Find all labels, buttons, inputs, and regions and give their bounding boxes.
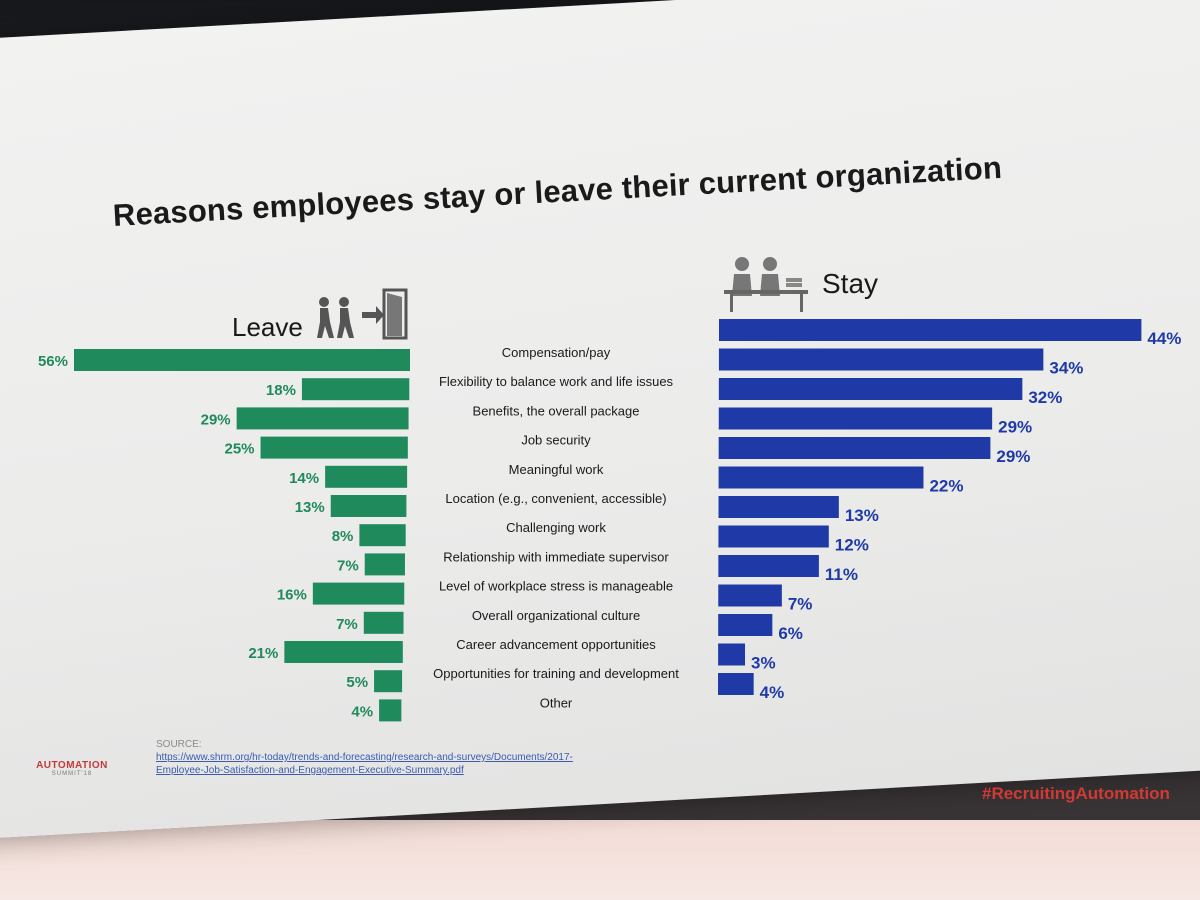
stay-bar [718,555,819,577]
exit-door-icon [362,288,408,340]
people-at-desk-icon [724,257,808,312]
stay-bar [718,673,754,695]
category-label: Challenging work [506,520,606,535]
logo-line-1: AUTOMATION [36,760,108,771]
source-link-line-2[interactable]: Employee-Job-Satisfaction-and-Engagement… [156,765,464,776]
leave-label: Leave [232,312,303,342]
category-label: Relationship with immediate supervisor [443,549,669,564]
hashtag: #RecruitingAutomation [982,784,1170,803]
leave-value-label: 18% [266,382,296,399]
leave-value-label: 4% [351,703,373,720]
leave-value-label: 21% [248,645,278,662]
category-label: Job security [521,433,591,448]
stay-bar [718,525,829,548]
leave-value-label: 7% [337,557,359,574]
stay-value-label: 13% [845,506,879,525]
leave-bar [363,611,404,634]
category-label: Overall organizational culture [472,608,640,623]
category-label: Level of workplace stress is manageable [439,579,673,594]
stay-bar [718,584,782,607]
stay-value-label: 44% [1147,329,1181,348]
stay-bar [718,348,1044,371]
leave-bar [325,465,408,488]
leave-bar [379,699,402,722]
leave-value-label: 8% [332,528,354,545]
automation-summit-logo: AUTOMATION SUMMIT'18 [32,760,112,777]
leave-value-label: 29% [201,411,231,428]
logo-line-2: SUMMIT'18 [51,771,93,777]
leave-value-label: 13% [295,499,325,516]
leave-bar [330,495,407,517]
leave-bar [374,670,403,693]
category-label: Location (e.g., convenient, accessible) [445,491,666,506]
floor-glow [0,820,1200,900]
source-heading: SOURCE: [156,739,202,750]
stay-bar [718,643,746,666]
stay-bar [718,614,773,636]
stay-value-label: 32% [1028,388,1062,407]
stay-bar [718,466,924,489]
stay-value-label: 3% [751,654,776,673]
source-link-line-1[interactable]: https://www.shrm.org/hr-today/trends-and… [156,752,573,763]
category-label: Other [540,695,573,710]
stay-value-label: 4% [760,683,785,702]
category-label: Meaningful work [509,462,604,477]
category-label: Flexibility to balance work and life iss… [439,374,674,389]
stay-value-label: 29% [996,447,1030,466]
leave-bar [301,378,410,401]
leave-value-label: 7% [336,616,358,633]
leave-value-label: 56% [38,353,68,370]
leave-value-label: 14% [289,470,319,487]
leave-bar [364,553,405,576]
category-label: Compensation/pay [502,345,611,360]
source-block: SOURCE: https://www.shrm.org/hr-today/tr… [156,738,573,777]
stay-value-label: 34% [1049,359,1083,378]
category-label: Career advancement opportunities [456,637,656,652]
stay-value-label: 22% [929,477,963,496]
stay-bar [718,407,993,430]
leave-bar [359,524,406,547]
stay-value-label: 7% [788,595,813,614]
stay-bar [719,319,1142,341]
stay-value-label: 29% [998,418,1032,437]
stay-bar [718,437,991,459]
leave-bar [284,641,403,663]
leave-bar [260,436,408,459]
leave-bar [236,407,409,430]
category-label: Opportunities for training and developme… [433,666,679,681]
leave-value-label: 16% [277,587,307,604]
category-label: Benefits, the overall package [473,403,640,418]
stay-bar [718,378,1023,400]
stay-value-label: 6% [778,624,803,643]
stay-bar [718,496,839,518]
stay-value-label: 11% [825,565,858,584]
leave-bar [74,349,410,371]
walking-people-icon [317,297,354,338]
leave-value-label: 5% [346,674,368,691]
leave-value-label: 25% [225,441,255,458]
stay-value-label: 12% [835,536,869,555]
leave-bar [312,582,405,605]
stay-label: Stay [822,268,879,299]
